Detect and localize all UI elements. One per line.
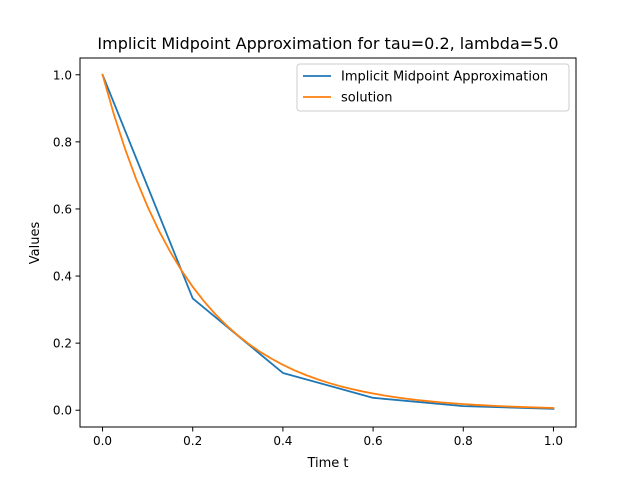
y-tick-label: 0.4 [53,270,72,284]
y-tick-label: 0.6 [53,202,72,216]
legend-label-1: solution [341,91,392,106]
x-tick-label: 0.0 [93,434,112,448]
axes-frame [79,57,577,428]
y-tick-label: 0.0 [53,404,72,418]
plot-area: 0.0 0.2 0.4 0.6 0.8 1.0 0.0 0.2 0.4 0.6 0.8 1.0 [53,57,577,448]
x-axis-label: Time t [306,456,348,471]
x-tick-label: 0.6 [364,434,383,448]
x-tick-label: 0.8 [454,434,473,448]
y-tick-label: 0.8 [53,135,72,149]
legend-label-0: Implicit Midpoint Approximation [341,70,548,85]
x-tick-label: 1.0 [544,434,563,448]
x-tick-label: 0.4 [273,434,292,448]
x-tick-label: 0.2 [183,434,202,448]
y-tick-label: 1.0 [53,68,72,82]
chart-title: Implicit Midpoint Approximation for tau=… [97,34,558,53]
series-line-1 [101,73,555,409]
y-tick-label: 0.2 [53,337,72,351]
legend: Implicit Midpoint Approximation solution [296,63,570,112]
series-line-0 [101,73,555,410]
y-axis-label: Values [28,222,43,265]
legend-box [296,63,570,112]
